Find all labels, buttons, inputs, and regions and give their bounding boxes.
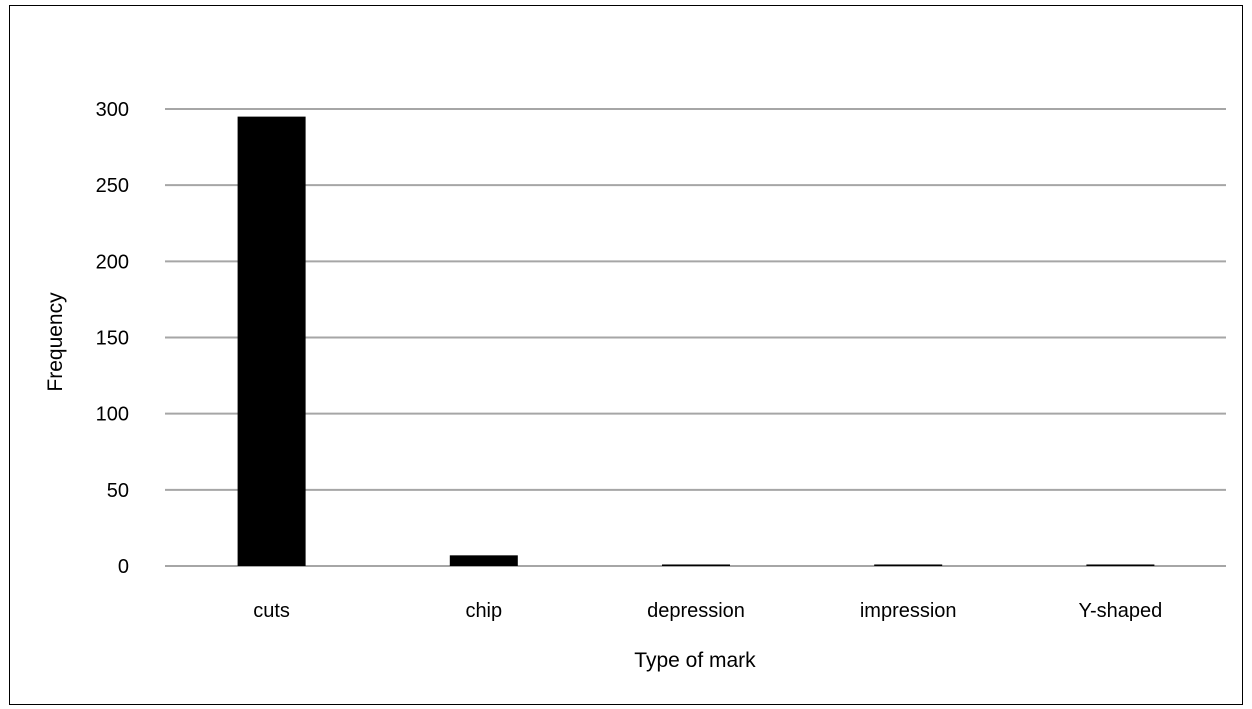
y-tick-label: 0 — [118, 556, 129, 578]
bar-cuts — [237, 116, 306, 566]
x-tick-label: depression — [647, 600, 745, 622]
y-tick-label: 150 — [96, 328, 129, 350]
bar-impression — [874, 564, 943, 566]
bar-y-shaped — [1086, 564, 1155, 566]
bar-chip — [449, 555, 518, 566]
y-tick-label: 50 — [107, 480, 129, 502]
y-tick-label: 300 — [96, 99, 129, 121]
x-tick-label: Y-shaped — [1079, 600, 1163, 622]
y-axis-label: Frequency — [44, 292, 67, 392]
gridlines — [165, 108, 1226, 567]
chart-frame — [9, 5, 1243, 705]
y-tick-label: 200 — [96, 251, 129, 273]
y-tick-label: 100 — [96, 404, 129, 426]
y-tick-label: 250 — [96, 175, 129, 197]
x-tick-labels: cuts chip depression impression Y-shaped — [253, 600, 1162, 622]
x-tick-label: impression — [860, 600, 957, 622]
bars — [237, 116, 1155, 566]
x-tick-label: chip — [465, 600, 502, 622]
x-tick-label: cuts — [253, 600, 290, 622]
x-axis-label: Type of mark — [634, 649, 756, 672]
y-tick-labels: 0 50 100 150 200 250 300 — [96, 99, 129, 578]
bar-depression — [662, 564, 730, 566]
